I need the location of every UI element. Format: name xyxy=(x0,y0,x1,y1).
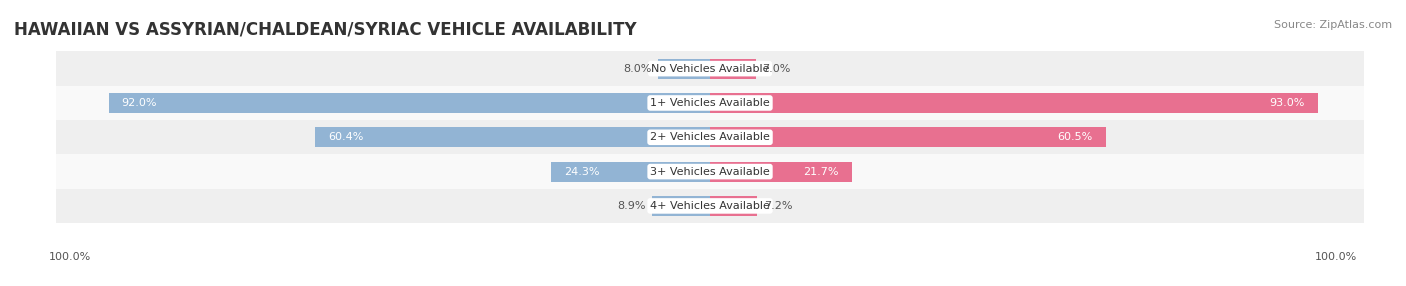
Bar xyxy=(710,93,1317,113)
Text: 100.0%: 100.0% xyxy=(49,253,91,262)
Bar xyxy=(315,127,710,147)
Bar xyxy=(56,51,1364,86)
Bar xyxy=(658,59,710,79)
Bar xyxy=(56,120,1364,154)
Text: 100.0%: 100.0% xyxy=(1315,253,1357,262)
Text: 7.2%: 7.2% xyxy=(763,201,792,211)
Text: 60.5%: 60.5% xyxy=(1057,132,1092,142)
Bar xyxy=(56,154,1364,189)
Text: 92.0%: 92.0% xyxy=(122,98,157,108)
Text: 1+ Vehicles Available: 1+ Vehicles Available xyxy=(650,98,770,108)
Bar xyxy=(710,127,1105,147)
Text: 2+ Vehicles Available: 2+ Vehicles Available xyxy=(650,132,770,142)
Bar xyxy=(551,162,710,182)
Text: 4+ Vehicles Available: 4+ Vehicles Available xyxy=(650,201,770,211)
Bar xyxy=(108,93,710,113)
Text: 7.0%: 7.0% xyxy=(762,64,790,74)
Text: 93.0%: 93.0% xyxy=(1270,98,1305,108)
Bar xyxy=(56,189,1364,223)
Text: 21.7%: 21.7% xyxy=(803,167,839,176)
Bar xyxy=(56,86,1364,120)
Text: 24.3%: 24.3% xyxy=(564,167,600,176)
Bar xyxy=(710,196,756,216)
Text: 8.9%: 8.9% xyxy=(617,201,645,211)
Text: Source: ZipAtlas.com: Source: ZipAtlas.com xyxy=(1274,20,1392,30)
Bar xyxy=(710,162,852,182)
Bar xyxy=(652,196,710,216)
Text: 60.4%: 60.4% xyxy=(328,132,364,142)
Text: 3+ Vehicles Available: 3+ Vehicles Available xyxy=(650,167,770,176)
Text: HAWAIIAN VS ASSYRIAN/CHALDEAN/SYRIAC VEHICLE AVAILABILITY: HAWAIIAN VS ASSYRIAN/CHALDEAN/SYRIAC VEH… xyxy=(14,20,637,38)
Text: 8.0%: 8.0% xyxy=(623,64,651,74)
Text: No Vehicles Available: No Vehicles Available xyxy=(651,64,769,74)
Bar xyxy=(710,59,756,79)
